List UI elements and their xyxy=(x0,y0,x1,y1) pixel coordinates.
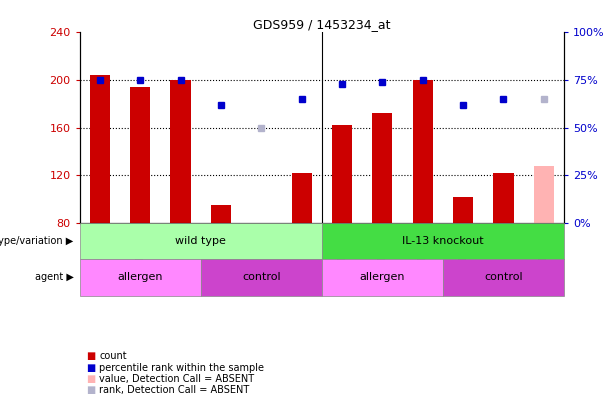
Text: wild type: wild type xyxy=(175,236,226,246)
Bar xyxy=(332,125,352,223)
Bar xyxy=(89,75,110,223)
Text: agent ▶: agent ▶ xyxy=(35,273,74,282)
Text: rank, Detection Call = ABSENT: rank, Detection Call = ABSENT xyxy=(99,386,249,395)
Text: ■: ■ xyxy=(86,363,95,373)
Bar xyxy=(292,173,312,223)
Bar xyxy=(453,196,473,223)
Text: allergen: allergen xyxy=(360,273,405,282)
Text: IL-13 knockout: IL-13 knockout xyxy=(402,236,484,246)
Text: allergen: allergen xyxy=(118,273,163,282)
Text: genotype/variation ▶: genotype/variation ▶ xyxy=(0,236,74,246)
Bar xyxy=(211,205,231,223)
Text: control: control xyxy=(484,273,523,282)
Bar xyxy=(170,80,191,223)
Bar xyxy=(493,173,514,223)
Text: ■: ■ xyxy=(86,386,95,395)
Text: ■: ■ xyxy=(86,352,95,361)
Title: GDS959 / 1453234_at: GDS959 / 1453234_at xyxy=(253,18,390,31)
Text: count: count xyxy=(99,352,127,361)
Bar xyxy=(534,166,554,223)
Bar xyxy=(130,87,150,223)
Bar xyxy=(413,80,433,223)
Text: percentile rank within the sample: percentile rank within the sample xyxy=(99,363,264,373)
Bar xyxy=(372,113,392,223)
Text: ■: ■ xyxy=(86,374,95,384)
Text: value, Detection Call = ABSENT: value, Detection Call = ABSENT xyxy=(99,374,254,384)
Text: control: control xyxy=(242,273,281,282)
